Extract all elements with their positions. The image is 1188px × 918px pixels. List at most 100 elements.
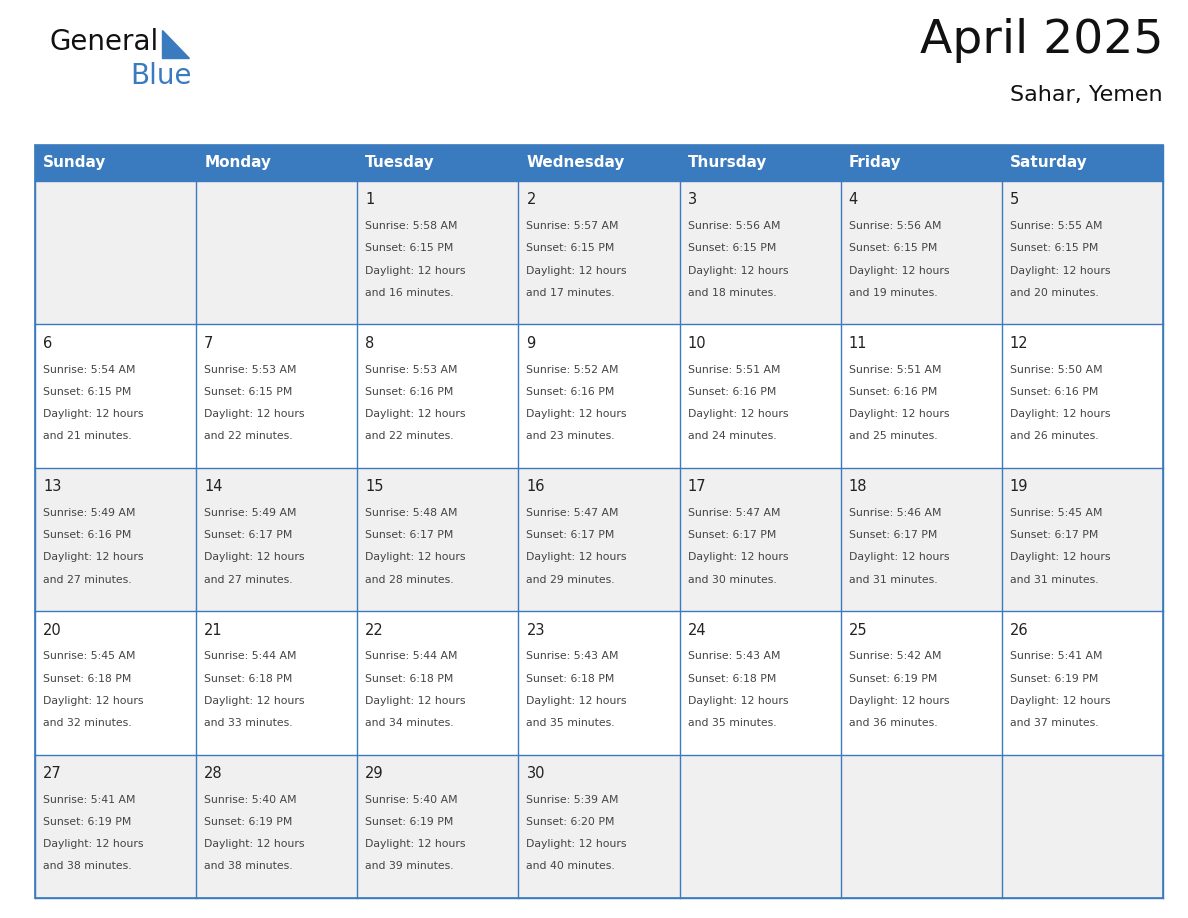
- Text: Sunrise: 5:49 AM: Sunrise: 5:49 AM: [204, 508, 297, 518]
- Text: Daylight: 12 hours: Daylight: 12 hours: [688, 696, 788, 706]
- Text: 26: 26: [1010, 622, 1029, 638]
- Text: Daylight: 12 hours: Daylight: 12 hours: [526, 696, 627, 706]
- Text: 28: 28: [204, 767, 223, 781]
- Text: Sunset: 6:17 PM: Sunset: 6:17 PM: [204, 531, 292, 540]
- Text: Sunrise: 5:48 AM: Sunrise: 5:48 AM: [366, 508, 457, 518]
- Text: 16: 16: [526, 479, 545, 494]
- Text: 23: 23: [526, 622, 545, 638]
- Text: Daylight: 12 hours: Daylight: 12 hours: [848, 553, 949, 563]
- Text: Sunrise: 5:43 AM: Sunrise: 5:43 AM: [526, 652, 619, 661]
- Text: Sunrise: 5:56 AM: Sunrise: 5:56 AM: [848, 221, 941, 231]
- Text: and 32 minutes.: and 32 minutes.: [43, 718, 132, 728]
- Text: 8: 8: [366, 336, 374, 351]
- Text: and 20 minutes.: and 20 minutes.: [1010, 288, 1099, 297]
- Text: Sunset: 6:16 PM: Sunset: 6:16 PM: [1010, 386, 1098, 397]
- Text: Sunrise: 5:40 AM: Sunrise: 5:40 AM: [366, 795, 457, 805]
- Text: Sunset: 6:16 PM: Sunset: 6:16 PM: [526, 386, 615, 397]
- Text: Sunset: 6:16 PM: Sunset: 6:16 PM: [688, 386, 776, 397]
- Text: and 30 minutes.: and 30 minutes.: [688, 575, 777, 585]
- Text: April 2025: April 2025: [920, 18, 1163, 63]
- Text: and 28 minutes.: and 28 minutes.: [366, 575, 454, 585]
- Text: Sunset: 6:16 PM: Sunset: 6:16 PM: [366, 386, 454, 397]
- Text: Monday: Monday: [204, 155, 271, 171]
- Text: and 22 minutes.: and 22 minutes.: [366, 431, 454, 442]
- Text: Sunrise: 5:57 AM: Sunrise: 5:57 AM: [526, 221, 619, 231]
- Text: Daylight: 12 hours: Daylight: 12 hours: [366, 839, 466, 849]
- Bar: [34, 145, 1163, 898]
- Text: 4: 4: [848, 193, 858, 207]
- Text: Sunrise: 5:40 AM: Sunrise: 5:40 AM: [204, 795, 297, 805]
- Text: Daylight: 12 hours: Daylight: 12 hours: [43, 553, 144, 563]
- Text: 22: 22: [366, 622, 384, 638]
- Text: Sunset: 6:15 PM: Sunset: 6:15 PM: [688, 243, 776, 253]
- Text: 20: 20: [43, 622, 62, 638]
- Text: 25: 25: [848, 622, 867, 638]
- Text: General: General: [50, 28, 159, 56]
- Text: and 29 minutes.: and 29 minutes.: [526, 575, 615, 585]
- Text: and 27 minutes.: and 27 minutes.: [43, 575, 132, 585]
- Text: Sunrise: 5:47 AM: Sunrise: 5:47 AM: [688, 508, 781, 518]
- Text: and 31 minutes.: and 31 minutes.: [848, 575, 937, 585]
- Text: Sunrise: 5:44 AM: Sunrise: 5:44 AM: [204, 652, 297, 661]
- Text: Sunset: 6:18 PM: Sunset: 6:18 PM: [204, 674, 292, 684]
- Text: Sunrise: 5:50 AM: Sunrise: 5:50 AM: [1010, 364, 1102, 375]
- Text: Sunset: 6:16 PM: Sunset: 6:16 PM: [43, 531, 132, 540]
- Text: Sunset: 6:19 PM: Sunset: 6:19 PM: [848, 674, 937, 684]
- Text: and 19 minutes.: and 19 minutes.: [848, 288, 937, 297]
- Text: Sunrise: 5:45 AM: Sunrise: 5:45 AM: [43, 652, 135, 661]
- Text: Sunset: 6:19 PM: Sunset: 6:19 PM: [366, 817, 454, 827]
- Text: Sunrise: 5:39 AM: Sunrise: 5:39 AM: [526, 795, 619, 805]
- Text: and 18 minutes.: and 18 minutes.: [688, 288, 776, 297]
- Text: 18: 18: [848, 479, 867, 494]
- Text: Daylight: 12 hours: Daylight: 12 hours: [848, 696, 949, 706]
- Text: Sunset: 6:20 PM: Sunset: 6:20 PM: [526, 817, 615, 827]
- Text: and 34 minutes.: and 34 minutes.: [366, 718, 454, 728]
- Bar: [34, 324, 1163, 468]
- Text: and 26 minutes.: and 26 minutes.: [1010, 431, 1099, 442]
- Text: Sunrise: 5:52 AM: Sunrise: 5:52 AM: [526, 364, 619, 375]
- Text: Sunset: 6:19 PM: Sunset: 6:19 PM: [43, 817, 132, 827]
- Text: Sunrise: 5:51 AM: Sunrise: 5:51 AM: [848, 364, 941, 375]
- Text: and 22 minutes.: and 22 minutes.: [204, 431, 292, 442]
- Text: Sunset: 6:15 PM: Sunset: 6:15 PM: [366, 243, 454, 253]
- Text: Sunrise: 5:47 AM: Sunrise: 5:47 AM: [526, 508, 619, 518]
- Text: Sunset: 6:17 PM: Sunset: 6:17 PM: [526, 531, 615, 540]
- Text: Daylight: 12 hours: Daylight: 12 hours: [1010, 553, 1111, 563]
- Text: Daylight: 12 hours: Daylight: 12 hours: [688, 553, 788, 563]
- Text: Sunset: 6:18 PM: Sunset: 6:18 PM: [366, 674, 454, 684]
- Text: Sunset: 6:17 PM: Sunset: 6:17 PM: [688, 531, 776, 540]
- Text: Daylight: 12 hours: Daylight: 12 hours: [688, 265, 788, 275]
- Text: Daylight: 12 hours: Daylight: 12 hours: [204, 553, 304, 563]
- Text: and 36 minutes.: and 36 minutes.: [848, 718, 937, 728]
- Text: 30: 30: [526, 767, 545, 781]
- Text: Daylight: 12 hours: Daylight: 12 hours: [1010, 409, 1111, 419]
- Text: Daylight: 12 hours: Daylight: 12 hours: [204, 839, 304, 849]
- Text: and 31 minutes.: and 31 minutes.: [1010, 575, 1099, 585]
- Text: Daylight: 12 hours: Daylight: 12 hours: [204, 696, 304, 706]
- Text: Sunset: 6:18 PM: Sunset: 6:18 PM: [43, 674, 132, 684]
- Text: Sunrise: 5:53 AM: Sunrise: 5:53 AM: [366, 364, 457, 375]
- Text: 12: 12: [1010, 336, 1029, 351]
- Text: Daylight: 12 hours: Daylight: 12 hours: [526, 553, 627, 563]
- Text: and 25 minutes.: and 25 minutes.: [848, 431, 937, 442]
- Bar: [34, 181, 1163, 324]
- Text: Sunrise: 5:44 AM: Sunrise: 5:44 AM: [366, 652, 457, 661]
- Text: Daylight: 12 hours: Daylight: 12 hours: [43, 839, 144, 849]
- Text: Sunset: 6:15 PM: Sunset: 6:15 PM: [848, 243, 937, 253]
- Text: Sunset: 6:15 PM: Sunset: 6:15 PM: [526, 243, 615, 253]
- Bar: [34, 145, 1163, 181]
- Text: 5: 5: [1010, 193, 1019, 207]
- Text: Daylight: 12 hours: Daylight: 12 hours: [1010, 265, 1111, 275]
- Text: 3: 3: [688, 193, 696, 207]
- Polygon shape: [162, 30, 189, 58]
- Text: Thursday: Thursday: [688, 155, 767, 171]
- Text: Sunrise: 5:41 AM: Sunrise: 5:41 AM: [43, 795, 135, 805]
- Text: 1: 1: [366, 193, 374, 207]
- Text: Sunrise: 5:56 AM: Sunrise: 5:56 AM: [688, 221, 781, 231]
- Text: Daylight: 12 hours: Daylight: 12 hours: [204, 409, 304, 419]
- Text: and 23 minutes.: and 23 minutes.: [526, 431, 615, 442]
- Text: Daylight: 12 hours: Daylight: 12 hours: [848, 409, 949, 419]
- Text: Sunrise: 5:42 AM: Sunrise: 5:42 AM: [848, 652, 941, 661]
- Text: Daylight: 12 hours: Daylight: 12 hours: [526, 409, 627, 419]
- Text: Sunset: 6:17 PM: Sunset: 6:17 PM: [366, 531, 454, 540]
